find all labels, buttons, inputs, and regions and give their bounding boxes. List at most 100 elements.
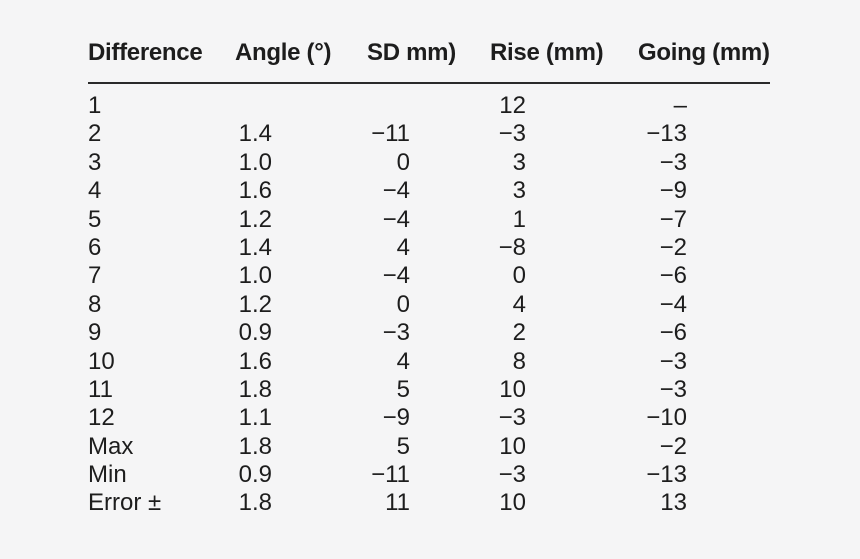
table-cell: 1.0 bbox=[238, 262, 272, 290]
table-cell: −13 bbox=[646, 120, 687, 148]
table-cell: 0.9 bbox=[238, 319, 272, 347]
table-cell: −13 bbox=[646, 461, 687, 489]
table-cell: −6 bbox=[659, 262, 687, 290]
table-cell: 1.4 bbox=[238, 120, 272, 148]
results-table: Difference Angle (°) SD mm) Rise (mm) Go… bbox=[88, 0, 770, 518]
table-cell: −8 bbox=[498, 233, 526, 261]
table-cell: 2 bbox=[512, 319, 526, 347]
table-cell: 1.1 bbox=[238, 404, 272, 432]
table-cell: 1 bbox=[512, 205, 526, 233]
table-cell: 11 bbox=[88, 375, 113, 403]
table-row: 1 12 – bbox=[88, 92, 770, 120]
table-cell: Min bbox=[88, 461, 127, 489]
table-cell: −7 bbox=[659, 205, 687, 233]
table-cell: Max bbox=[88, 432, 134, 460]
table-cell: 7 bbox=[88, 262, 102, 290]
table-cell: −3 bbox=[659, 148, 687, 176]
table-cell: 1.2 bbox=[238, 290, 272, 318]
header-rule bbox=[88, 82, 770, 84]
table-row: 5 1.2 −4 1 −7 bbox=[88, 206, 770, 234]
table-row: 7 1.0 −4 0 −6 bbox=[88, 262, 770, 290]
table-cell: 1.6 bbox=[238, 347, 272, 375]
table-cell: −3 bbox=[382, 319, 410, 347]
column-header-sd: SD mm) bbox=[367, 39, 456, 66]
table-cell: 1.6 bbox=[238, 177, 272, 205]
table-cell: 10 bbox=[499, 375, 526, 403]
table-cell: 1.2 bbox=[238, 205, 272, 233]
table-cell: 13 bbox=[660, 489, 687, 517]
table-cell: 4 bbox=[396, 233, 410, 261]
table-row: Max 1.8 5 10 −2 bbox=[88, 433, 770, 461]
table-header-row: Difference Angle (°) SD mm) Rise (mm) Go… bbox=[88, 0, 770, 67]
table-cell: 0 bbox=[396, 290, 410, 318]
table-row: 8 1.2 0 4 −4 bbox=[88, 291, 770, 319]
table-cell: 1 bbox=[88, 92, 102, 119]
table-cell: 6 bbox=[88, 233, 102, 261]
table-row: 2 1.4 −11 −3 −13 bbox=[88, 120, 770, 148]
table-cell: −9 bbox=[659, 177, 687, 205]
table-cell: 3 bbox=[88, 148, 102, 176]
table-row: 4 1.6 −4 3 −9 bbox=[88, 177, 770, 205]
table-cell: −9 bbox=[382, 404, 410, 432]
table-cell: 10 bbox=[88, 347, 115, 375]
table-cell: −3 bbox=[498, 120, 526, 148]
table-cell: 3 bbox=[512, 177, 526, 205]
table-cell: 4 bbox=[512, 290, 526, 318]
table-cell: 0 bbox=[396, 148, 410, 176]
table-row: 9 0.9 −3 2 −6 bbox=[88, 319, 770, 347]
table-cell: 1.0 bbox=[238, 148, 272, 176]
table-row: 3 1.0 0 3 −3 bbox=[88, 149, 770, 177]
table-cell: −3 bbox=[498, 404, 526, 432]
table-cell: 0 bbox=[512, 262, 526, 290]
table-cell: 1.8 bbox=[238, 375, 272, 403]
table-cell: −3 bbox=[659, 347, 687, 375]
table-cell: −10 bbox=[646, 404, 687, 432]
table-cell: 11 bbox=[385, 489, 410, 517]
table-cell: −11 bbox=[371, 461, 410, 489]
table-cell: −6 bbox=[659, 319, 687, 347]
table-cell: −3 bbox=[659, 375, 687, 403]
table-row: 12 1.1 −9 −3 −10 bbox=[88, 404, 770, 432]
table-cell: – bbox=[673, 92, 687, 119]
table-cell: 5 bbox=[396, 432, 410, 460]
table-cell: 5 bbox=[396, 375, 410, 403]
column-header-angle: Angle (°) bbox=[235, 39, 332, 66]
table-cell: 12 bbox=[88, 404, 115, 432]
table-cell: −2 bbox=[659, 432, 687, 460]
table-cell: −4 bbox=[382, 262, 410, 290]
table-cell: −2 bbox=[659, 233, 687, 261]
table-row: 6 1.4 4 −8 −2 bbox=[88, 234, 770, 262]
table-cell: 4 bbox=[396, 347, 410, 375]
table-row: 10 1.6 4 8 −3 bbox=[88, 348, 770, 376]
table-row: Error ± 1.8 11 10 13 bbox=[88, 489, 770, 517]
table-cell: −4 bbox=[382, 177, 410, 205]
table-cell: 10 bbox=[499, 489, 526, 517]
table-cell: 10 bbox=[499, 432, 526, 460]
table-cell: 0.9 bbox=[238, 461, 272, 489]
table-cell: 2 bbox=[88, 120, 102, 148]
table-row: 11 1.8 5 10 −3 bbox=[88, 376, 770, 404]
column-header-difference: Difference bbox=[88, 39, 203, 66]
table-cell: 5 bbox=[88, 205, 102, 233]
table-row: Min 0.9 −11 −3 −13 bbox=[88, 461, 770, 489]
column-header-going: Going (mm) bbox=[638, 39, 770, 66]
table-cell: 12 bbox=[499, 92, 526, 119]
table-cell: 1.8 bbox=[238, 489, 272, 517]
table-cell bbox=[235, 92, 367, 120]
table-body: 1 12 – 2 1.4 −11 −3 −13 3 1.0 0 3 −3 bbox=[88, 92, 770, 518]
table-cell: 1.4 bbox=[238, 233, 272, 261]
table-cell bbox=[367, 92, 490, 120]
table-cell: −3 bbox=[498, 461, 526, 489]
table-cell: −4 bbox=[382, 205, 410, 233]
column-header-rise: Rise (mm) bbox=[490, 39, 604, 66]
table-cell: −4 bbox=[659, 290, 687, 318]
table-cell: 3 bbox=[512, 148, 526, 176]
table-cell: 8 bbox=[512, 347, 526, 375]
table-cell: 1.8 bbox=[238, 432, 272, 460]
table-cell: 4 bbox=[88, 177, 102, 205]
table-cell: 9 bbox=[88, 319, 102, 347]
table-cell: Error ± bbox=[88, 489, 162, 517]
table-cell: −11 bbox=[371, 120, 410, 148]
table-cell: 8 bbox=[88, 290, 102, 318]
